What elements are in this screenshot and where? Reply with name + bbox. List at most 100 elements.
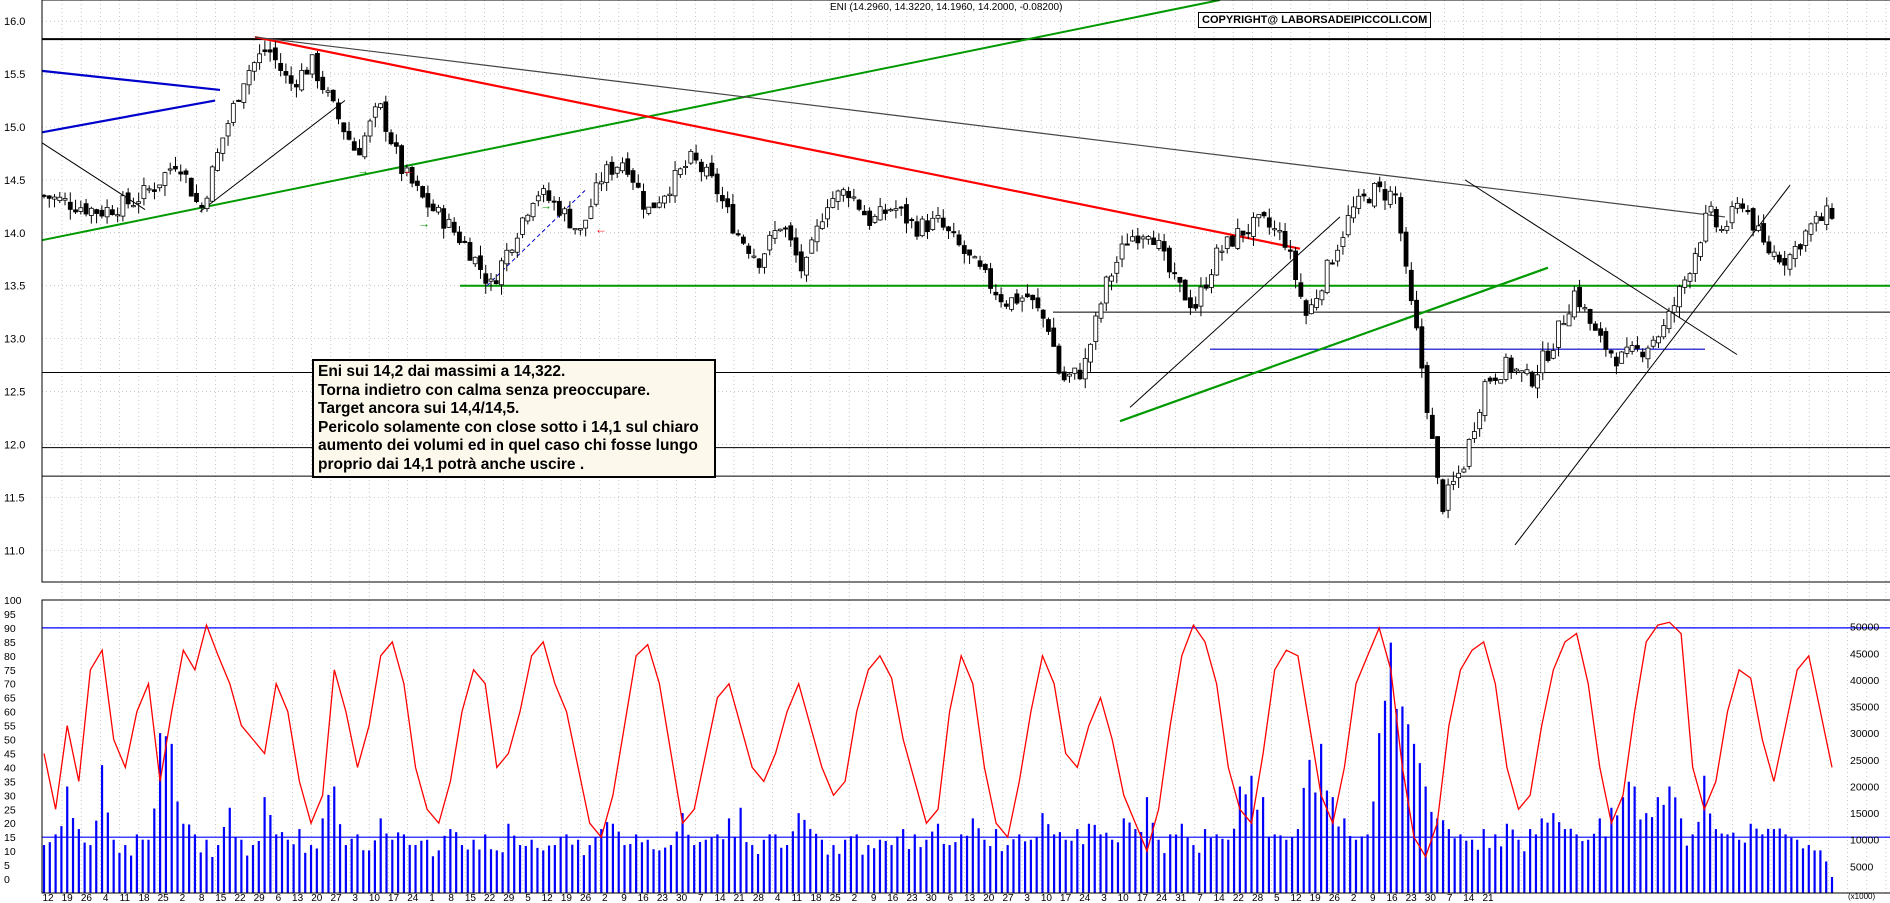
candle-body [52, 196, 57, 200]
candle-body [1109, 275, 1114, 282]
candle-body [662, 195, 667, 204]
candle-body [288, 75, 294, 84]
volume-tick: 20000 [1850, 781, 1879, 793]
candle-body [1424, 365, 1430, 413]
candle-body [451, 221, 457, 233]
candle-body [1161, 241, 1167, 252]
candle-body [73, 209, 78, 213]
candle-body [1335, 249, 1341, 262]
x-day-tick: 28 [1252, 893, 1264, 903]
candle-body [1487, 377, 1493, 382]
candle-body [1067, 373, 1072, 377]
candle-body [1656, 336, 1661, 344]
candle-body [436, 206, 441, 213]
candle-body [472, 256, 478, 265]
candle-body [1351, 206, 1356, 219]
candle-body [930, 217, 936, 230]
x-day-tick: 7 [1447, 893, 1453, 903]
volume-unit: (x1000) [1848, 892, 1875, 901]
candle-body [1703, 212, 1709, 242]
candle-body [688, 150, 694, 164]
candle-body [1429, 414, 1435, 439]
x-day-tick: 16 [1386, 893, 1398, 903]
candle-body [467, 242, 473, 261]
candle-body [83, 203, 89, 215]
x-day-tick: 22 [484, 893, 496, 903]
candle-body [1282, 231, 1288, 248]
candle-body [1561, 323, 1567, 326]
x-day-tick: 2 [1351, 893, 1357, 903]
x-day-tick: 15 [215, 893, 227, 903]
x-day-tick: 29 [503, 893, 515, 903]
candle-body [120, 195, 126, 217]
oscillator-tick: 70 [4, 679, 16, 691]
candle-body [825, 207, 830, 220]
x-day-tick: 18 [810, 893, 822, 903]
candle-body [861, 210, 867, 216]
candle-body [919, 218, 925, 237]
x-day-tick: 22 [1233, 893, 1245, 903]
candle-body [1566, 313, 1572, 327]
oscillator-tick: 5 [4, 860, 10, 872]
candle-body [1645, 347, 1651, 360]
candle-body [1740, 203, 1745, 209]
candle-body [914, 221, 920, 237]
oscillator-tick: 30 [4, 790, 16, 802]
candle-body [1130, 236, 1135, 242]
candle-body [1508, 357, 1514, 373]
candle-body [1382, 189, 1388, 201]
grid [42, 0, 1890, 893]
candlestick-series [41, 40, 1835, 519]
candle-body [204, 197, 210, 210]
candle-body [94, 209, 99, 214]
candle-body [167, 168, 173, 171]
candle-body [299, 70, 305, 91]
price-tick-left: 14.5 [4, 175, 25, 187]
x-day-tick: 23 [1406, 893, 1418, 903]
candle-body [1356, 195, 1362, 209]
volume-tick: 35000 [1850, 702, 1879, 714]
candle-body [940, 217, 946, 228]
candle-body [1445, 484, 1451, 511]
x-day-tick: 14 [714, 893, 726, 903]
x-day-tick: 8 [448, 893, 454, 903]
candle-body [362, 135, 368, 158]
candle-body [935, 215, 941, 219]
candle-body [188, 177, 194, 197]
trend-line [1129, 216, 1341, 408]
candle-body [136, 201, 142, 204]
volume-tick: 45000 [1850, 648, 1879, 660]
candle-body [1629, 345, 1635, 352]
candle-body [583, 219, 589, 229]
candle-body [1503, 356, 1509, 380]
trend-line-lower [41, 99, 216, 134]
candle-body [194, 192, 199, 202]
candle-body [57, 196, 63, 202]
volume-tick: 15000 [1850, 808, 1879, 820]
candle-body [1340, 237, 1346, 247]
candle-body [1692, 253, 1698, 274]
candle-body [262, 49, 268, 52]
price-tick-left: 14.0 [4, 228, 25, 240]
candle-body [1535, 374, 1540, 389]
candle-body [883, 209, 888, 214]
x-day-tick: 11 [792, 893, 803, 903]
x-day-tick: 7 [1197, 893, 1203, 903]
price-tick-left: 11.0 [4, 545, 25, 557]
candle-body [578, 228, 583, 231]
volume-tick: 10000 [1850, 835, 1879, 847]
resistance-line [254, 35, 1301, 250]
x-day-tick: 30 [1425, 893, 1437, 903]
candle-body [152, 189, 157, 192]
candle-body [741, 236, 746, 244]
candle-body [283, 71, 289, 76]
candle-body [1387, 190, 1393, 205]
candle-body [1140, 236, 1146, 240]
candle-body [1030, 294, 1036, 301]
candle-body [593, 182, 599, 205]
candle-body [646, 206, 652, 214]
x-day-tick: 3 [352, 893, 358, 903]
trend-line [1514, 184, 1791, 546]
candle-body [872, 216, 878, 223]
x-day-tick: 9 [871, 893, 877, 903]
